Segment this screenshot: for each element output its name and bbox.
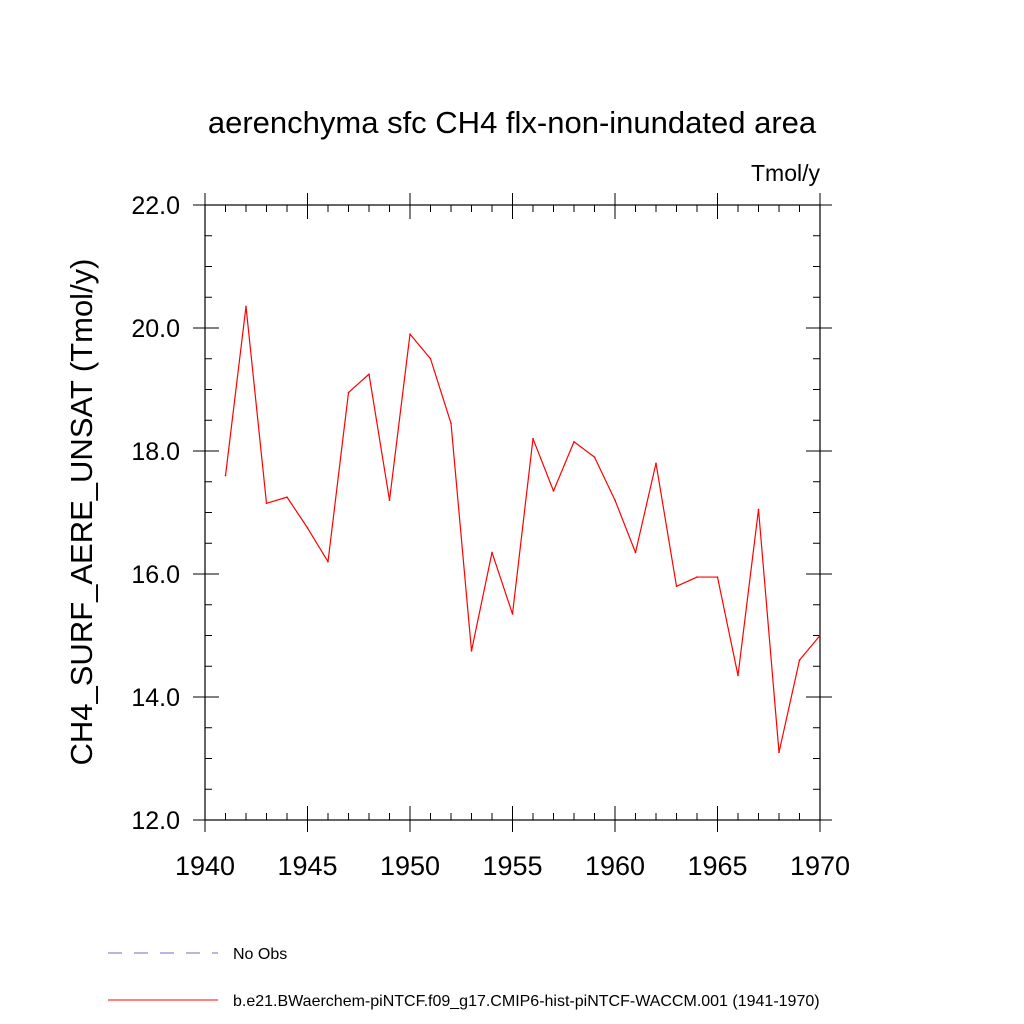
y-tick-label: 12.0 bbox=[131, 807, 180, 835]
x-tick-labels: 1940 1945 1950 1955 1960 1965 1970 bbox=[175, 851, 850, 881]
data-point bbox=[655, 462, 657, 465]
plot-frame bbox=[204, 204, 821, 821]
x-tick-label: 1950 bbox=[380, 851, 440, 881]
x-tick-label: 1960 bbox=[585, 851, 645, 881]
y-tick-label: 14.0 bbox=[131, 684, 180, 712]
data-point bbox=[552, 490, 555, 492]
axis-ticks bbox=[193, 193, 832, 832]
data-point bbox=[716, 576, 719, 578]
y-tick-label: 22.0 bbox=[131, 192, 180, 220]
data-point bbox=[245, 305, 247, 308]
data-point bbox=[573, 440, 575, 443]
data-point bbox=[757, 508, 760, 511]
data-point bbox=[511, 613, 514, 615]
x-tick-label: 1965 bbox=[687, 851, 747, 881]
series-layer bbox=[224, 305, 821, 754]
data-point bbox=[306, 527, 309, 529]
data-point bbox=[327, 560, 329, 563]
data-point bbox=[286, 496, 288, 498]
data-point bbox=[450, 422, 452, 425]
data-point bbox=[737, 674, 739, 677]
data-point bbox=[614, 499, 616, 502]
units-label: Tmol/y bbox=[751, 160, 821, 186]
data-point bbox=[368, 373, 370, 375]
data-point bbox=[819, 634, 821, 637]
legend-label-no-obs: No Obs bbox=[233, 946, 287, 963]
x-tick-label: 1940 bbox=[175, 851, 235, 881]
data-point bbox=[532, 437, 534, 440]
y-tick-labels: 12.0 14.0 16.0 18.0 20.0 22.0 bbox=[131, 192, 180, 835]
y-tick-label: 18.0 bbox=[131, 438, 180, 466]
y-tick-label: 20.0 bbox=[131, 315, 180, 343]
data-point bbox=[634, 551, 637, 554]
chart-title: aerenchyma sfc CH4 flx-non-inundated are… bbox=[208, 105, 817, 140]
x-tick-label: 1970 bbox=[790, 851, 850, 881]
series-line bbox=[224, 305, 821, 753]
data-point bbox=[429, 357, 432, 360]
legend: No Obs b.e21.BWaerchem-piNTCF.f09_g17.CM… bbox=[108, 946, 820, 1010]
data-point bbox=[265, 502, 268, 505]
data-point bbox=[491, 551, 493, 554]
data-point bbox=[347, 391, 350, 394]
data-point bbox=[778, 751, 780, 754]
x-tick-label: 1955 bbox=[482, 851, 542, 881]
data-point bbox=[798, 659, 801, 661]
data-point bbox=[470, 650, 473, 652]
legend-label-model: b.e21.BWaerchem-piNTCF.f09_g17.CMIP6-his… bbox=[233, 993, 820, 1010]
x-tick-label: 1945 bbox=[277, 851, 337, 881]
data-point bbox=[224, 474, 227, 477]
data-point bbox=[409, 333, 411, 335]
data-point bbox=[593, 456, 596, 458]
data-point bbox=[696, 576, 698, 578]
y-axis-label: CH4_SURF_AERE_UNSAT (Tmol/y) bbox=[64, 258, 99, 765]
data-point bbox=[388, 499, 391, 502]
y-tick-label: 16.0 bbox=[131, 561, 180, 589]
data-point bbox=[675, 585, 678, 588]
